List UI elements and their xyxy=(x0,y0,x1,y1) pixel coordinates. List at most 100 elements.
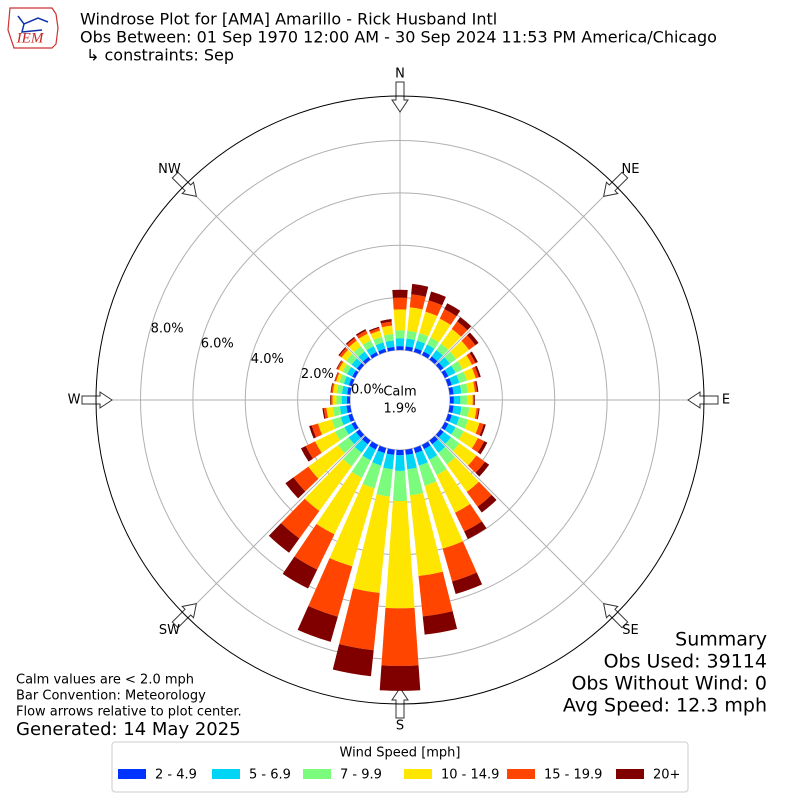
wind-bar-segment xyxy=(304,459,352,511)
wind-bar-segment xyxy=(362,445,376,461)
wind-bar-segment xyxy=(372,450,385,466)
wind-bar-segment xyxy=(444,351,457,364)
wind-bar-segment xyxy=(395,455,405,471)
wind-bar-segment xyxy=(379,665,421,691)
flow-arrow xyxy=(171,603,197,629)
wind-bar-segment xyxy=(332,395,337,405)
wind-bar-segment xyxy=(345,336,355,345)
flow-arrow xyxy=(603,171,629,197)
wind-bar-segment xyxy=(424,481,463,549)
wind-bar-segment xyxy=(405,338,415,348)
wind-bar-segment xyxy=(452,385,462,395)
wind-bar-segment xyxy=(356,330,368,339)
wind-bar-segment xyxy=(428,291,446,306)
wind-bar-segment xyxy=(436,469,471,513)
wind-bar-segment xyxy=(464,521,487,540)
wind-bar-segment xyxy=(448,405,454,414)
wind-bar-segment xyxy=(348,378,355,387)
wind-bar-segment xyxy=(458,431,478,449)
wind-bar-segment xyxy=(366,346,377,356)
wind-bar-segment xyxy=(421,351,431,359)
wind-bar-segment xyxy=(471,366,479,379)
wind-bar-segment xyxy=(377,445,387,454)
wind-bar-segment xyxy=(346,396,351,404)
wind-bar-segment xyxy=(442,541,477,582)
wind-bar-segment xyxy=(294,523,335,570)
wind-bar-segment xyxy=(348,340,361,353)
wind-bar-segment xyxy=(323,407,329,419)
wind-bar-segment xyxy=(436,343,449,356)
wind-bar-segment xyxy=(332,644,374,677)
wind-bar-segment xyxy=(445,378,452,387)
grid-spoke xyxy=(184,435,365,616)
r-tick-label: 4.0% xyxy=(251,352,284,367)
summary-title: Summary xyxy=(675,629,767,651)
wind-bar-segment xyxy=(395,338,405,347)
note: Flow arrows relative to plot center. xyxy=(16,705,242,720)
wind-bar-segment xyxy=(410,492,443,577)
wind-bar-segment xyxy=(361,435,371,445)
wind-bar-segment xyxy=(362,356,371,365)
wind-bar-segment xyxy=(451,427,464,440)
legend-swatch xyxy=(118,769,146,779)
wind-bar-segment xyxy=(471,437,485,453)
wind-bar-segment xyxy=(347,387,352,395)
wind-bar-segment xyxy=(451,321,468,337)
wind-bar-segment xyxy=(353,494,390,593)
wind-bar-segment xyxy=(338,361,347,372)
grid-spoke xyxy=(184,184,365,365)
wind-bar-segment xyxy=(477,441,488,455)
wind-bar-segment xyxy=(441,369,449,379)
wind-bar-segment xyxy=(427,337,439,349)
wind-bar-segment xyxy=(452,443,477,466)
wind-bar-segment xyxy=(308,445,345,479)
wind-bar-segment xyxy=(453,395,461,405)
wind-bar-segment xyxy=(435,362,444,371)
wind-bar-segment xyxy=(445,437,460,452)
wind-bar-segment xyxy=(429,455,447,476)
legend-title: Wind Speed [mph] xyxy=(340,746,461,761)
wind-bar-segment xyxy=(351,455,371,478)
wind-bar-segment xyxy=(395,330,405,339)
wind-bar-segment xyxy=(444,423,456,435)
direction-label: NW xyxy=(158,162,181,177)
wind-bar-segment xyxy=(308,558,353,617)
wind-bar-segment xyxy=(422,611,458,635)
legend-swatch xyxy=(212,769,240,779)
wind-bar-segment xyxy=(378,348,387,355)
summary-line: Avg Speed: 12.3 mph xyxy=(563,695,767,717)
wind-bar-segment xyxy=(418,462,437,486)
direction-label: W xyxy=(68,393,81,408)
wind-bar-segment xyxy=(329,483,375,567)
wind-bar-segment xyxy=(464,419,480,434)
logo: IEM xyxy=(7,7,59,49)
wind-bar-segment xyxy=(479,424,486,437)
chart-title: Windrose Plot for [AMA] Amarillo - Rick … xyxy=(80,10,497,29)
wind-bar-segment xyxy=(432,439,446,453)
wind-bar-segment xyxy=(459,406,470,417)
wind-bar-segment xyxy=(330,383,333,393)
logo-outline xyxy=(7,7,59,49)
wind-bar-segment xyxy=(358,351,369,362)
wind-bar-segment xyxy=(417,333,429,344)
wind-bar-segment xyxy=(467,455,485,473)
wind-bar-segment xyxy=(330,395,332,405)
wind-bar-segment xyxy=(386,448,395,455)
wind-bar-segment xyxy=(305,441,322,459)
legend-label: 20+ xyxy=(653,768,680,783)
wind-bar-segment xyxy=(387,346,395,352)
legend-label: 2 - 4.9 xyxy=(155,768,197,783)
wind-bar-segment xyxy=(466,353,476,365)
r-tick-label: 2.0% xyxy=(301,367,334,382)
note: Calm values are < 2.0 mph xyxy=(16,673,194,688)
wind-bar-segment xyxy=(348,432,361,445)
wind-bar-segment xyxy=(461,335,476,350)
wind-bar-segment xyxy=(449,414,460,426)
wind-bar-segment xyxy=(439,309,457,325)
wind-bar-segment xyxy=(322,408,326,419)
logo-lines xyxy=(17,15,49,33)
wind-bar-segment xyxy=(332,383,339,394)
wind-bar-segment xyxy=(337,437,355,454)
wind-bar-segment xyxy=(281,498,320,539)
wind-bar-segment xyxy=(383,453,395,470)
